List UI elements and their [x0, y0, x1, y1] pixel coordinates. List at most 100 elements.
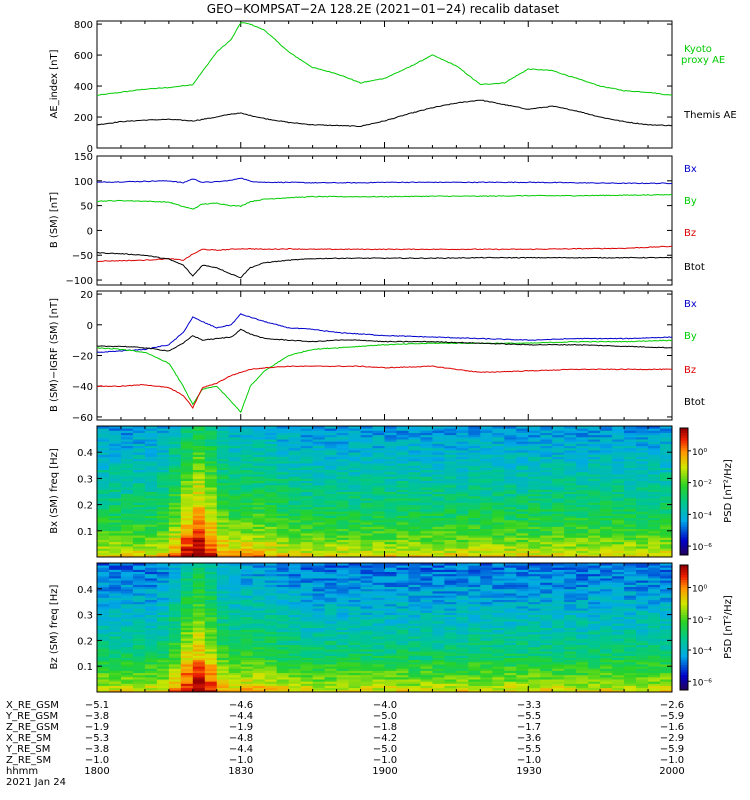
spectrogram-cell — [240, 532, 254, 536]
spectrogram-cell — [348, 469, 361, 473]
spectrogram-cell — [372, 588, 385, 592]
spectrogram-cell — [504, 508, 517, 512]
spectrogram-cell — [408, 668, 421, 671]
spectrogram-cell — [132, 519, 146, 523]
spectrogram-cell — [468, 526, 481, 530]
spectrogram-cell — [468, 535, 481, 538]
spectrogram-cell — [420, 661, 433, 665]
spectrogram-cell — [408, 539, 421, 543]
spectrogram-cell — [360, 528, 373, 532]
spectrogram-cell — [240, 504, 254, 508]
spectrogram-cell — [600, 500, 613, 503]
spectrogram-cell — [324, 495, 337, 499]
spectrogram-cell — [132, 504, 146, 508]
spectrogram-cell — [516, 517, 529, 521]
spectrogram-cell — [120, 434, 134, 438]
spectrogram-cell — [612, 450, 625, 453]
spectrogram-cell — [156, 575, 170, 579]
spectrogram-cell — [216, 588, 230, 592]
spectrogram-cell — [252, 629, 266, 633]
spectrogram-cell — [432, 513, 445, 516]
spectrogram-cell — [348, 439, 361, 442]
spectrogram-cell — [456, 522, 469, 525]
spectrogram-cell — [528, 489, 541, 492]
spectrogram-cell — [240, 642, 254, 646]
spectrogram-cell — [396, 655, 409, 658]
spectrogram-cell — [660, 526, 673, 530]
spectrogram-cell — [408, 616, 421, 620]
spectrogram-cell — [276, 567, 290, 570]
spectrogram-cell — [97, 614, 110, 618]
spectrogram-cell — [252, 646, 266, 650]
spectrogram-cell — [420, 458, 433, 462]
spectrogram-cell — [97, 452, 110, 455]
spectrogram-cell — [288, 456, 302, 460]
spectrogram-cell — [240, 575, 254, 579]
spectrogram-cell — [504, 478, 517, 481]
spectrogram-cell — [360, 443, 373, 447]
spectrogram-cell — [108, 582, 122, 585]
spectrogram-cell — [360, 465, 373, 468]
spectrogram-cell — [444, 430, 457, 433]
spectrogram-cell — [336, 655, 349, 658]
spectrogram-cell — [432, 668, 445, 671]
spectrogram-cell — [372, 681, 385, 684]
spectrogram-cell — [420, 445, 433, 449]
spectrogram-cell — [264, 456, 278, 460]
colorbar-segment — [680, 501, 688, 505]
spectrogram-cell — [552, 541, 565, 545]
spectrogram-cell — [156, 465, 170, 468]
spectrogram-cell — [156, 676, 170, 680]
spectrogram-cell — [432, 528, 445, 532]
spectrogram-cell — [624, 537, 637, 540]
spectrogram-cell — [492, 526, 505, 530]
spectrogram-cell — [648, 450, 661, 453]
spectrogram-cell — [264, 528, 278, 532]
spectrogram-cell — [228, 432, 242, 436]
spectrogram-cell — [108, 575, 122, 579]
colorbar-segment — [680, 524, 688, 528]
spectrogram-cell — [588, 511, 601, 514]
spectrogram-cell — [97, 649, 110, 652]
spectrogram-cell — [348, 430, 361, 433]
spectrogram-cell — [396, 584, 409, 588]
spectrogram-cell — [144, 674, 158, 678]
spectrogram-cell — [228, 586, 242, 590]
spectrogram-cell — [516, 471, 529, 475]
spectrogram-cell — [624, 530, 637, 534]
spectrogram-cell — [456, 528, 469, 532]
spectrogram-cell — [636, 500, 649, 503]
spectrogram-cell — [276, 621, 290, 624]
spectrogram-cell — [120, 487, 134, 490]
spectrogram-cell — [312, 651, 326, 654]
spectrogram-cell — [432, 627, 445, 631]
spectrogram-cell — [432, 436, 445, 440]
spectrogram-cell — [396, 631, 409, 635]
spectrogram-cell — [120, 655, 134, 658]
spectrogram-cell — [516, 460, 529, 464]
spectrogram-cell — [504, 554, 517, 558]
spectrogram-cell — [216, 482, 230, 486]
spectrogram-cell — [204, 687, 218, 691]
spectrogram-cell — [324, 597, 337, 600]
spectrogram-cell — [228, 511, 242, 514]
spectrogram-cell — [384, 646, 397, 650]
spectrogram-cell — [228, 439, 242, 442]
spectrogram-cell — [420, 636, 433, 639]
spectrogram-cell — [588, 508, 601, 512]
spectrogram-cell — [432, 463, 445, 466]
spectrogram-cell — [168, 565, 182, 568]
spectrogram-cell — [204, 606, 218, 609]
spectrogram-cell — [216, 552, 230, 556]
spectrogram-cell — [588, 454, 601, 457]
spectrogram-cell — [504, 530, 517, 534]
spectrogram-cell — [480, 506, 493, 510]
spectrogram-cell — [540, 458, 553, 462]
spectrogram-cell — [108, 584, 122, 588]
spectrogram-cell — [180, 535, 194, 538]
spectrogram-cell — [180, 439, 194, 442]
spectrogram-cell — [396, 482, 409, 486]
spectrogram-cell — [228, 565, 242, 568]
spectrogram-cell — [264, 471, 278, 475]
spectrogram-cell — [324, 532, 337, 536]
